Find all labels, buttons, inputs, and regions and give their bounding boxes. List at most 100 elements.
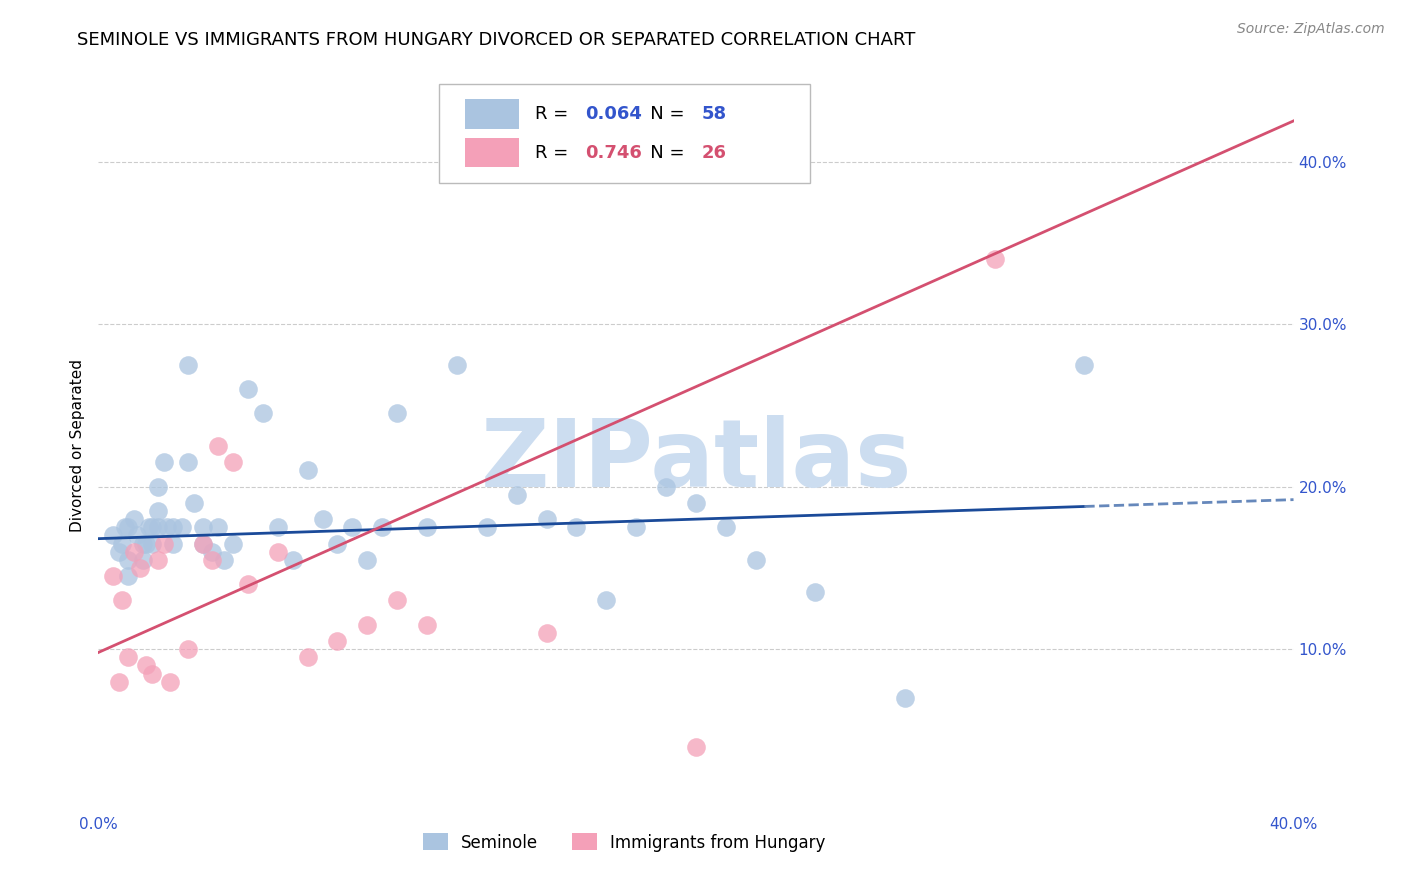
- Point: [207, 520, 229, 534]
- Point: [475, 520, 498, 534]
- Point: [655, 480, 678, 494]
- Point: [371, 520, 394, 534]
- Legend: Seminole, Immigrants from Hungary: Seminole, Immigrants from Hungary: [416, 827, 832, 858]
- Point: [148, 520, 170, 534]
- Point: [108, 674, 131, 689]
- Point: [132, 553, 155, 567]
- Point: [385, 593, 409, 607]
- Point: [177, 455, 200, 469]
- Text: 26: 26: [702, 144, 727, 161]
- Point: [183, 496, 205, 510]
- Point: [984, 252, 1007, 266]
- Point: [685, 739, 707, 754]
- Point: [745, 553, 768, 567]
- Text: SEMINOLE VS IMMIGRANTS FROM HUNGARY DIVORCED OR SEPARATED CORRELATION CHART: SEMINOLE VS IMMIGRANTS FROM HUNGARY DIVO…: [77, 31, 915, 49]
- Text: N =: N =: [633, 144, 690, 161]
- Y-axis label: Divorced or Separated: Divorced or Separated: [69, 359, 84, 533]
- Point: [1073, 358, 1095, 372]
- Point: [191, 520, 214, 534]
- Text: Source: ZipAtlas.com: Source: ZipAtlas.com: [1237, 22, 1385, 37]
- Point: [212, 553, 235, 567]
- Point: [117, 520, 139, 534]
- Point: [326, 536, 349, 550]
- Point: [595, 593, 617, 607]
- Point: [714, 520, 737, 534]
- Point: [281, 553, 304, 567]
- Point: [162, 520, 184, 534]
- Point: [114, 520, 136, 534]
- Text: ZIPatlas: ZIPatlas: [481, 415, 911, 507]
- Point: [201, 553, 224, 567]
- Point: [132, 536, 155, 550]
- Point: [536, 626, 558, 640]
- Point: [804, 585, 827, 599]
- Point: [148, 553, 170, 567]
- Point: [153, 536, 176, 550]
- Point: [626, 520, 648, 534]
- Point: [297, 463, 319, 477]
- Point: [201, 544, 224, 558]
- Point: [111, 593, 134, 607]
- Point: [685, 496, 707, 510]
- Point: [111, 536, 134, 550]
- Point: [135, 536, 157, 550]
- Point: [416, 520, 439, 534]
- Point: [141, 520, 163, 534]
- Point: [141, 666, 163, 681]
- Point: [148, 480, 170, 494]
- Point: [153, 455, 176, 469]
- FancyBboxPatch shape: [439, 84, 810, 183]
- Point: [565, 520, 588, 534]
- Point: [267, 520, 290, 534]
- Point: [124, 544, 146, 558]
- Point: [416, 617, 439, 632]
- Point: [103, 528, 125, 542]
- Point: [135, 658, 157, 673]
- Point: [297, 650, 319, 665]
- Point: [536, 512, 558, 526]
- Point: [129, 561, 152, 575]
- Point: [177, 642, 200, 657]
- Point: [894, 690, 917, 705]
- Point: [385, 407, 409, 421]
- Bar: [465, 138, 519, 168]
- Point: [117, 650, 139, 665]
- Text: 0.746: 0.746: [585, 144, 641, 161]
- Text: R =: R =: [534, 105, 574, 123]
- Point: [127, 528, 149, 542]
- Point: [156, 520, 179, 534]
- Point: [236, 382, 259, 396]
- Point: [108, 544, 131, 558]
- Point: [117, 569, 139, 583]
- Point: [141, 536, 163, 550]
- Point: [172, 520, 194, 534]
- Point: [117, 553, 139, 567]
- Point: [326, 634, 349, 648]
- Point: [356, 553, 378, 567]
- Point: [446, 358, 468, 372]
- Point: [311, 512, 333, 526]
- Point: [191, 536, 214, 550]
- Point: [356, 617, 378, 632]
- Point: [103, 569, 125, 583]
- Point: [177, 358, 200, 372]
- Point: [148, 504, 170, 518]
- Text: N =: N =: [633, 105, 690, 123]
- Point: [222, 455, 245, 469]
- Point: [506, 488, 529, 502]
- Point: [191, 536, 214, 550]
- Text: 0.064: 0.064: [585, 105, 641, 123]
- Text: R =: R =: [534, 144, 574, 161]
- Point: [159, 674, 181, 689]
- Point: [267, 544, 290, 558]
- Point: [252, 407, 274, 421]
- Bar: [465, 99, 519, 128]
- Point: [207, 439, 229, 453]
- Point: [236, 577, 259, 591]
- Point: [162, 536, 184, 550]
- Point: [124, 512, 146, 526]
- Point: [222, 536, 245, 550]
- Point: [342, 520, 364, 534]
- Point: [138, 520, 160, 534]
- Text: 58: 58: [702, 105, 727, 123]
